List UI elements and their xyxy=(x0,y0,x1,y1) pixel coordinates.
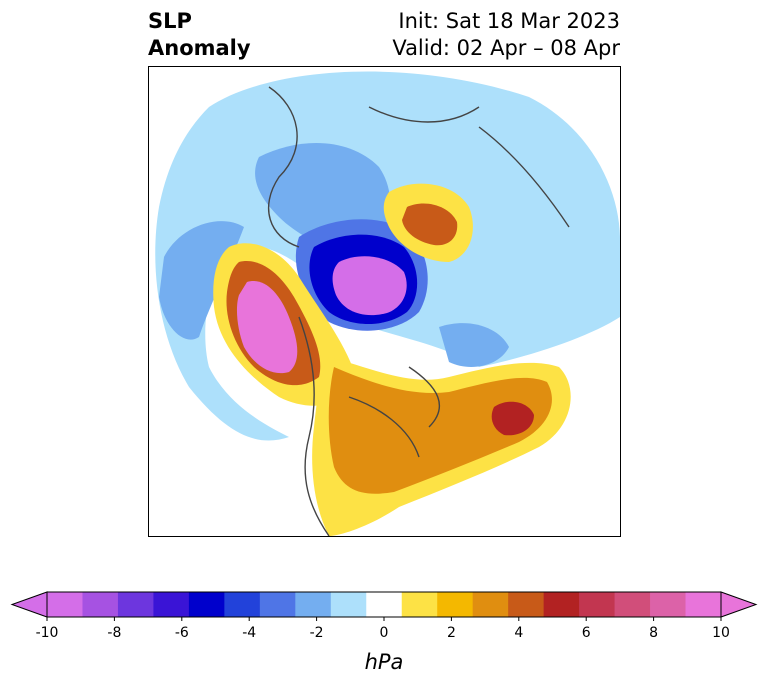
slp-anomaly-map xyxy=(148,66,621,537)
colorbar-swatch xyxy=(685,592,722,617)
colorbar-tick-label: 2 xyxy=(447,625,456,641)
colorbar-swatch xyxy=(330,592,367,617)
colorbar-tick-label: -10 xyxy=(36,625,59,641)
colorbar-swatch xyxy=(650,592,687,617)
colorbar-ticks: -10 -8 -6 -4 -2 0 2 4 6 8 10 xyxy=(36,617,730,641)
colorbar-swatch xyxy=(153,592,190,617)
valid-date: Valid: 02 Apr – 08 Apr xyxy=(392,36,620,60)
colorbar-swatch xyxy=(188,592,225,617)
map-dates: Init: Sat 18 Mar 2023 Valid: 02 Apr – 08… xyxy=(392,8,620,62)
colorbar-swatches xyxy=(47,592,722,617)
colorbar-tick-label: -2 xyxy=(310,625,324,641)
coastline xyxy=(268,86,570,536)
pacific-high-core xyxy=(236,281,298,374)
siberia-blue-anomaly xyxy=(439,323,509,367)
atlantic-high-core xyxy=(491,401,534,436)
colorbar-swatch xyxy=(472,592,509,617)
title-line-1: SLP xyxy=(148,9,192,33)
colorbar-tick-label: -8 xyxy=(107,625,121,641)
map-title: SLP Anomaly xyxy=(148,8,251,62)
colorbar-swatch xyxy=(614,592,651,617)
colorbar-swatch xyxy=(117,592,154,617)
colorbar-swatch xyxy=(543,592,580,617)
eurasia-high-core xyxy=(402,203,458,246)
colorbar-swatch xyxy=(259,592,296,617)
colorbar-tick-label: -6 xyxy=(175,625,189,641)
colorbar-high-extension xyxy=(720,591,758,618)
colorbar-tick-label: 8 xyxy=(649,625,658,641)
colorbar-swatch xyxy=(579,592,616,617)
colorbar-swatch xyxy=(47,592,83,617)
colorbar-swatch xyxy=(295,592,332,617)
colorbar-swatch xyxy=(224,592,261,617)
atlantic-high-mid xyxy=(328,367,552,494)
colorbar-swatch xyxy=(437,592,474,617)
colorbar-tick-label: 0 xyxy=(380,625,389,641)
colorbar-low-extension xyxy=(10,591,48,618)
colorbar-tick-label: -4 xyxy=(242,625,256,641)
colorbar-swatch xyxy=(401,592,438,617)
colorbar-tick-label: 6 xyxy=(582,625,591,641)
colorbar: -10 -8 -6 -4 -2 0 2 4 6 8 10 hPa xyxy=(10,591,758,674)
colorbar-swatch xyxy=(508,592,545,617)
init-date: Init: Sat 18 Mar 2023 xyxy=(398,9,620,33)
colorbar-tick-label: 4 xyxy=(514,625,523,641)
colorbar-swatch xyxy=(82,592,119,617)
colorbar-tick-label: 10 xyxy=(712,625,730,641)
pacific-blue-anomaly xyxy=(159,221,244,340)
colorbar-swatch xyxy=(366,592,403,617)
arctic-low-core xyxy=(332,256,407,316)
title-line-2: Anomaly xyxy=(148,36,251,60)
colorbar-units: hPa xyxy=(365,650,404,674)
